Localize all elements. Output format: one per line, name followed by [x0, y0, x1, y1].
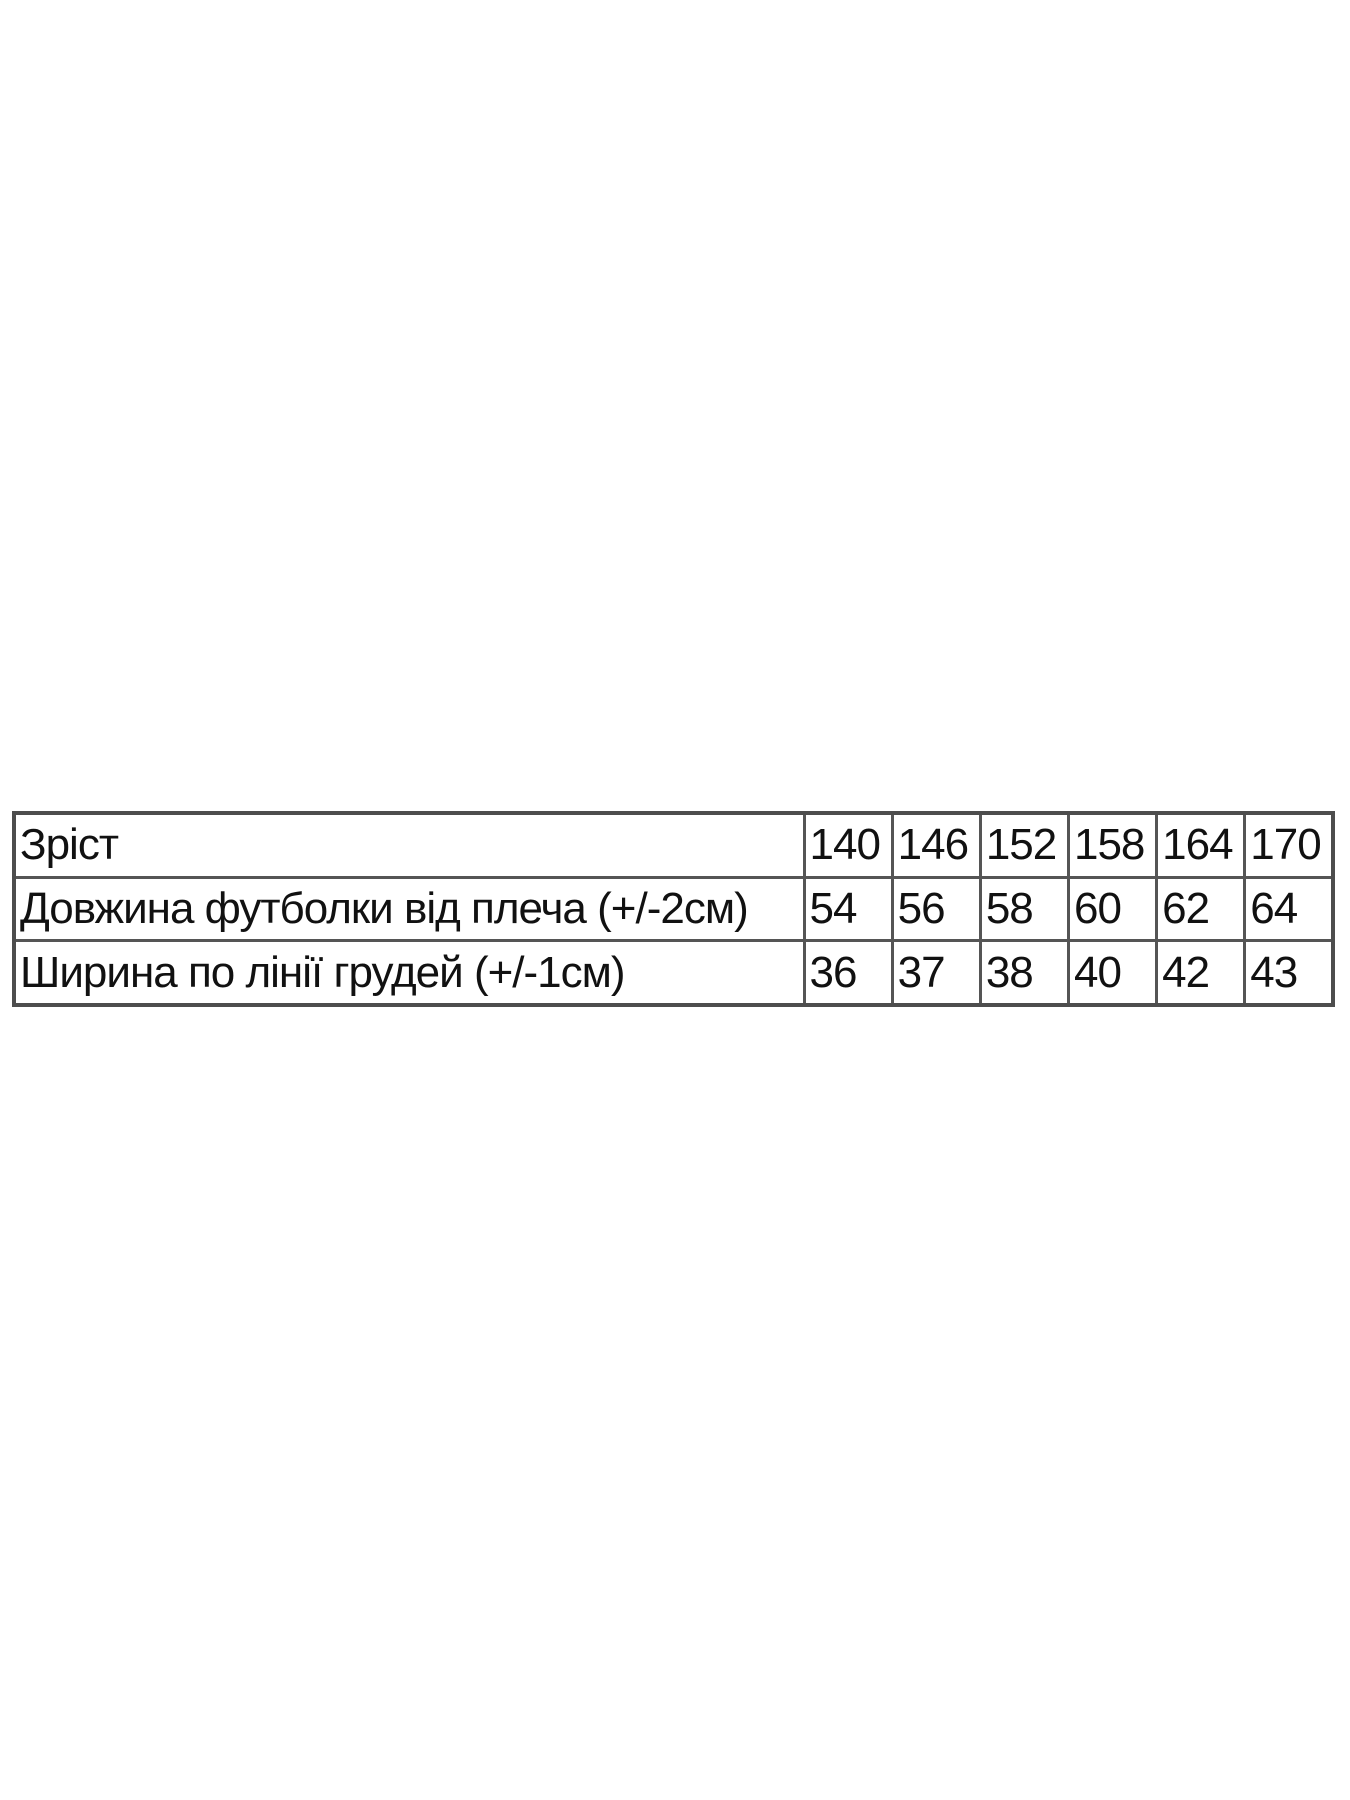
value-cell: 38	[978, 939, 1070, 1007]
value-cell: 58	[978, 875, 1070, 943]
value-cell: 37	[890, 939, 982, 1007]
value-cell: 64	[1243, 875, 1335, 943]
value-cell: 40	[1066, 939, 1159, 1007]
table-row-height: Зріст 140 146 152 158 164 170	[12, 811, 1335, 879]
table-row-length: Довжина футболки від плеча (+/-2см) 54 5…	[12, 875, 1335, 943]
size-cell: 158	[1066, 811, 1159, 879]
value-cell: 54	[802, 875, 894, 943]
size-cell: 164	[1155, 811, 1247, 879]
value-cell: 43	[1243, 939, 1335, 1007]
row-label: Зріст	[12, 811, 806, 879]
value-cell: 36	[802, 939, 894, 1007]
value-cell: 42	[1155, 939, 1247, 1007]
size-cell: 146	[890, 811, 982, 879]
value-cell: 56	[890, 875, 982, 943]
size-cell: 170	[1243, 811, 1335, 879]
size-cell: 140	[802, 811, 894, 879]
table-row-chest-width: Ширина по лінії грудей (+/-1см) 36 37 38…	[12, 939, 1335, 1007]
row-label: Ширина по лінії грудей (+/-1см)	[12, 939, 806, 1007]
size-cell: 152	[978, 811, 1070, 879]
value-cell: 62	[1155, 875, 1247, 943]
row-label: Довжина футболки від плеча (+/-2см)	[12, 875, 806, 943]
value-cell: 60	[1066, 875, 1159, 943]
size-chart-table: Зріст 140 146 152 158 164 170 Довжина фу…	[12, 811, 1335, 1007]
